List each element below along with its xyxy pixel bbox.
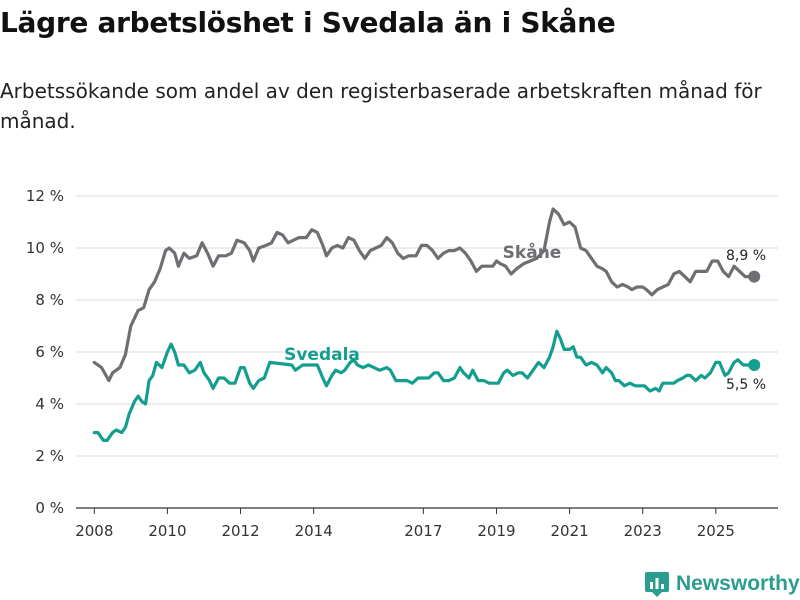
newsworthy-logo-icon xyxy=(645,572,669,597)
end-point-skane xyxy=(748,270,761,283)
end-point-svedala xyxy=(748,359,761,371)
y-tick-label: 2 % xyxy=(35,447,64,465)
x-tick-label: 2017 xyxy=(404,522,442,540)
series-line-skane xyxy=(92,207,756,383)
x-tick-label: 2021 xyxy=(551,522,589,540)
x-tick-label: 2012 xyxy=(221,522,259,540)
axis-layer: 0 % 2 % 4 % 6 % 8 % 10 % 12 % 2008 2010 2012 2014 2… xyxy=(26,187,735,540)
brand-name: Newsworthy xyxy=(676,572,800,595)
series-label-skane: Skåne xyxy=(503,241,562,263)
y-tick-label: 8 % xyxy=(35,291,64,309)
y-tick-label: 4 % xyxy=(35,395,64,413)
y-tick-label: 0 % xyxy=(35,499,64,517)
chart-title: Lägre arbetslöshet i Svedala än i Skåne xyxy=(0,6,616,39)
series-layer xyxy=(92,207,761,442)
series-label-svedala: Svedala xyxy=(284,345,360,365)
chart-subtitle: Arbetssökande som andel av den registerb… xyxy=(0,79,762,133)
y-tick-label: 12 % xyxy=(26,187,64,205)
x-tick-label: 2023 xyxy=(624,522,662,540)
x-tick-label: 2014 xyxy=(295,522,333,540)
y-tick-label: 6 % xyxy=(35,343,64,361)
x-tick-label: 2019 xyxy=(477,522,515,540)
x-tick-label: 2010 xyxy=(148,522,186,540)
end-label-skane: 8,9 % xyxy=(726,248,766,264)
label-layer: Skåne Svedala 8,9 % 5,5 % xyxy=(284,241,766,393)
grid-layer xyxy=(76,195,778,509)
series-line-svedala xyxy=(92,329,756,442)
y-tick-label: 10 % xyxy=(26,239,64,257)
x-tick-label: 2008 xyxy=(75,522,113,540)
end-label-svedala: 5,5 % xyxy=(726,377,766,393)
x-tick-label: 2025 xyxy=(697,522,735,540)
brand-logo: Newsworthy xyxy=(644,570,800,598)
